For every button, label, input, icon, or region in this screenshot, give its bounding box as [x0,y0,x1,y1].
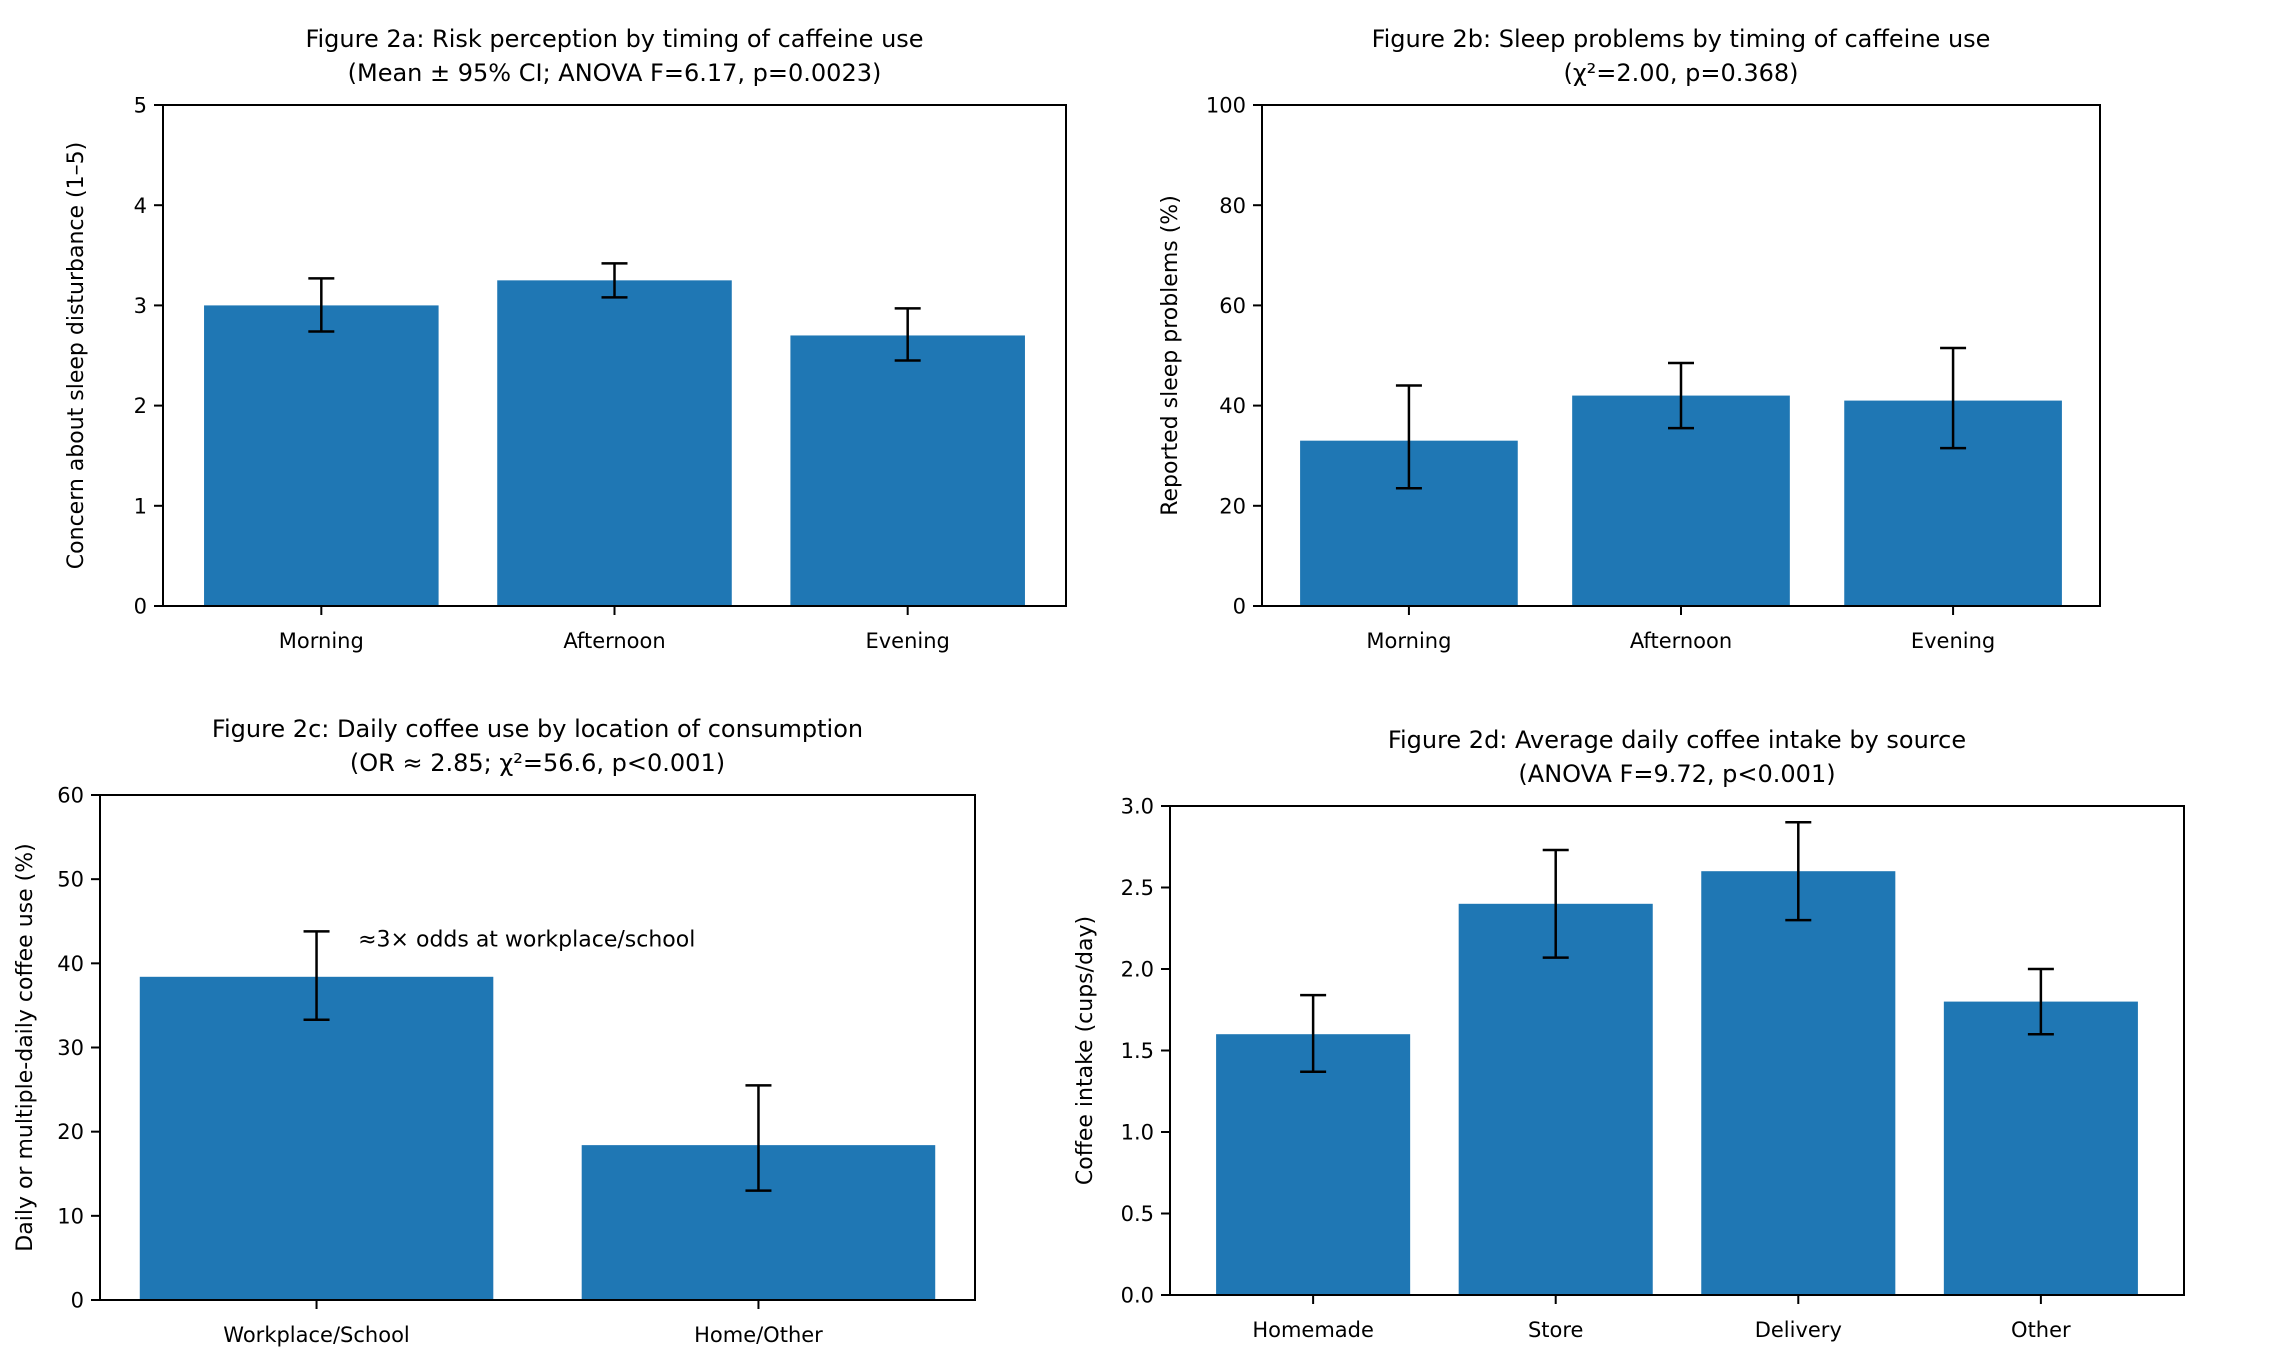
chart-title: Figure 2a: Risk perception by timing of … [305,25,923,53]
error-bar-evening [894,307,921,362]
error-bar-morning [1395,384,1422,490]
y-axis-label: Daily or multiple-daily coffee use (%) [13,843,38,1251]
error-bar-homemade [1300,993,1327,1073]
y-axis-label: Reported sleep problems (%) [1158,195,1183,516]
bar-store [1458,903,1653,1295]
x-tick-label: Evening [1911,629,1995,653]
chart-2b: 0 20 40 60 80 100 Morning Afternoon Evening Repor… [1158,25,2101,653]
y-tick-label: 30 [57,1036,84,1060]
bar-afternoon [1572,395,1790,606]
y-tick-label: 3.0 [1121,795,1154,819]
y-tick-label: 40 [1219,394,1246,418]
y-tick-label: 3 [134,294,147,318]
error-bar-store [1542,848,1569,959]
y-tick-label: 0.5 [1121,1202,1154,1226]
y-tick-label: 2.0 [1121,958,1154,982]
x-tick-label: Store [1528,1318,1584,1342]
error-bar-other [2027,967,2054,1036]
y-tick-label: 2.5 [1121,876,1154,900]
bar-evening [790,335,1025,606]
bar-workplace-school [139,976,494,1300]
x-tick-label: Workplace/School [223,1323,409,1347]
chart-title: Figure 2c: Daily coffee use by location … [212,715,863,743]
y-tick-label: 60 [57,784,84,808]
chart-2a: 0 1 2 3 4 5 Morning Afternoon Evening Concern abo… [64,25,1067,653]
annotation-odds: ≈3× odds at workplace/school [358,928,695,953]
y-tick-label: 0 [71,1289,84,1313]
error-bar-morning [308,277,335,333]
error-bar-evening [1940,346,1967,450]
x-tick-label: Afternoon [1630,629,1732,653]
x-tick-label: Other [2011,1318,2071,1342]
y-axis-label: Coffee intake (cups/day) [1073,916,1098,1185]
x-tick-label: Delivery [1755,1318,1842,1342]
y-tick-label: 2 [134,394,147,418]
bar-delivery [1701,871,1896,1295]
y-tick-label: 10 [57,1204,84,1228]
y-tick-label: 50 [57,868,84,892]
chart-title: Figure 2b: Sleep problems by timing of c… [1372,25,1991,53]
x-tick-label: Afternoon [563,629,665,653]
bar-other [1943,1001,2138,1295]
y-tick-label: 0 [1233,595,1246,619]
bar-homemade [1216,1034,1411,1295]
error-bar-delivery [1785,821,1812,922]
chart-subtitle: (ANOVA F=9.72, p<0.001) [1518,760,1835,788]
y-tick-label: 1.0 [1121,1121,1154,1145]
y-tick-label: 1.5 [1121,1039,1154,1063]
error-bar-afternoon [601,262,628,299]
y-tick-label: 0.0 [1121,1284,1154,1308]
chart-2d: 0.0 0.5 1.0 1.5 2.0 2.5 3.0 Homemade Store Delive… [1073,726,2185,1342]
error-bar-home-other [745,1084,772,1192]
y-tick-label: 80 [1219,194,1246,218]
x-tick-label: Homemade [1252,1318,1374,1342]
x-tick-label: Home/Other [694,1323,823,1347]
y-tick-label: 20 [57,1120,84,1144]
error-bar-workplace-school [303,930,330,1021]
y-axis-label: Concern about sleep disturbance (1–5) [64,142,89,569]
y-tick-label: 60 [1219,294,1246,318]
y-tick-label: 100 [1206,94,1246,118]
y-tick-label: 40 [57,952,84,976]
chart-subtitle: (χ²=2.00, p=0.368) [1563,59,1798,87]
y-tick-label: 1 [134,494,147,518]
chart-title: Figure 2d: Average daily coffee intake b… [1388,726,1966,754]
y-tick-label: 0 [134,595,147,619]
x-tick-label: Morning [279,629,364,653]
bar-morning [204,305,439,606]
chart-2c: 0 10 20 30 40 50 60 Workplace/School Home/Other D… [13,715,976,1347]
x-tick-label: Evening [865,629,949,653]
chart-subtitle: (OR ≈ 2.85; χ²=56.6, p<0.001) [350,749,725,777]
chart-subtitle: (Mean ± 95% CI; ANOVA F=6.17, p=0.0023) [348,59,882,87]
error-bar-afternoon [1668,361,1694,430]
y-tick-label: 20 [1219,494,1246,518]
x-tick-label: Morning [1366,629,1451,653]
y-tick-label: 4 [134,194,147,218]
y-tick-label: 5 [134,94,147,118]
bar-afternoon [497,280,732,606]
